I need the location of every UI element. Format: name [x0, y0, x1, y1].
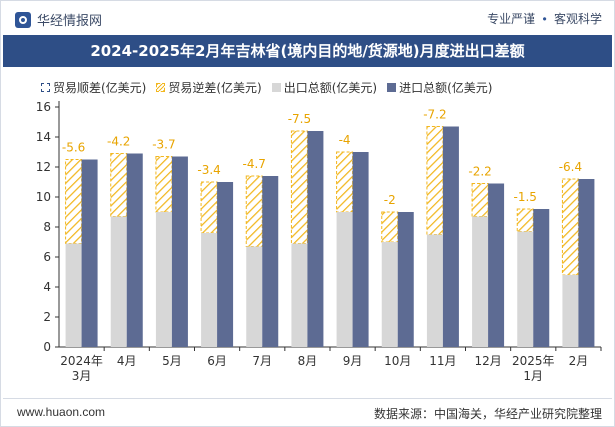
legend-label-deficit: 贸易逆差(亿美元) — [168, 81, 262, 95]
y-tick-label: 6 — [43, 250, 51, 264]
tag-objective: 客观科学 — [553, 12, 602, 26]
legend-swatch-surplus — [41, 83, 50, 92]
y-tick-label: 0 — [43, 340, 51, 354]
deficit-data-label: -7.2 — [423, 108, 446, 122]
import-bar — [488, 183, 505, 347]
deficit-bar — [381, 211, 399, 243]
deficit-bar — [155, 156, 173, 213]
chart-legend: 贸易顺差(亿美元) 贸易逆差(亿美元) 出口总额(亿美元) 进口总额(亿美元) — [41, 79, 493, 96]
legend-item-import: 进口总额(亿美元) — [387, 79, 493, 96]
chart-title: 2024-2025年2月年吉林省(境内目的地/货源地)月度进出口差额 — [3, 35, 612, 67]
x-tick-label: 5月 — [162, 354, 182, 368]
legend-item-surplus: 贸易顺差(亿美元) — [41, 79, 146, 96]
import-bar — [126, 153, 143, 347]
tag-professional: 专业严谨 — [487, 12, 536, 26]
deficit-data-label: -7.5 — [288, 112, 311, 126]
export-bar — [110, 216, 127, 347]
export-bar — [201, 233, 218, 347]
x-tick-label: 9月 — [343, 354, 363, 368]
import-bar — [533, 209, 550, 347]
top-bar: 华经情报网 专业严谨 • 客观科学 — [1, 1, 614, 35]
export-bar — [336, 212, 353, 347]
import-bar — [442, 126, 459, 347]
x-tick-label: 12月 — [474, 354, 501, 368]
x-tick-label: 8月 — [298, 354, 318, 368]
brand-logo-icon — [15, 11, 31, 28]
deficit-data-label: -3.4 — [197, 163, 220, 177]
deficit-data-label: -3.7 — [152, 138, 175, 152]
legend-swatch-deficit — [156, 83, 166, 92]
deficit-bar — [426, 126, 444, 235]
legend-item-deficit: 贸易逆差(亿美元) — [156, 79, 262, 96]
export-bar — [517, 231, 534, 347]
deficit-data-label: -6.4 — [559, 160, 582, 174]
deficit-data-label: -4 — [339, 133, 351, 147]
export-bar — [155, 212, 172, 347]
x-tick-label: 2024年 3月 — [60, 354, 103, 383]
export-bar — [426, 234, 443, 347]
brand: 华经情报网 — [15, 10, 102, 29]
export-bar — [381, 242, 398, 347]
legend-label-export: 出口总额(亿美元) — [283, 81, 378, 95]
deficit-bar — [245, 175, 263, 247]
import-bar — [397, 212, 414, 347]
deficit-bar — [471, 183, 489, 217]
export-bar — [65, 243, 82, 347]
x-tick-label: 2025年 1月 — [512, 354, 555, 383]
footer-data-source: 数据来源：中国海关，华经产业研究院整理 — [373, 407, 602, 421]
footer-site-link[interactable]: www.huaon.com — [17, 405, 106, 419]
import-bar — [171, 156, 188, 347]
legend-label-import: 进口总额(亿美元) — [399, 81, 493, 95]
x-tick-label: 11月 — [429, 354, 456, 368]
export-bar — [472, 216, 489, 347]
deficit-data-label: -2 — [384, 193, 396, 207]
tag-separator-dot: • — [542, 12, 547, 26]
deficit-bar — [336, 151, 354, 213]
import-bar — [81, 159, 98, 347]
y-tick-label: 10 — [36, 190, 51, 204]
deficit-bar — [200, 181, 218, 234]
deficit-data-label: -1.5 — [514, 190, 537, 204]
bar-chart: 0 2 4 6 8 10 12 14 16 -5.6 2024年 3月 -4.2 4月 -3.7 5月 -3.4… — [36, 100, 602, 383]
y-tick-label: 12 — [36, 160, 51, 174]
deficit-bar — [110, 153, 128, 217]
deficit-bar — [561, 178, 579, 276]
import-bar — [578, 179, 595, 347]
export-bar — [562, 275, 579, 347]
x-tick-label: 6月 — [207, 354, 227, 368]
x-tick-label: 4月 — [117, 354, 137, 368]
import-bar — [217, 182, 234, 347]
y-tick-label: 4 — [43, 280, 51, 294]
import-bar — [352, 152, 369, 347]
import-bar — [307, 131, 324, 347]
legend-item-export: 出口总额(亿美元) — [271, 79, 378, 96]
y-tick-label: 2 — [43, 310, 51, 324]
y-tick-label: 16 — [36, 100, 51, 114]
x-tick-label: 7月 — [252, 354, 272, 368]
import-bar — [262, 176, 279, 347]
deficit-data-label: -4.7 — [243, 157, 266, 171]
x-tick-label: 2月 — [569, 354, 589, 368]
export-bar — [291, 243, 308, 347]
y-tick-label: 14 — [36, 130, 51, 144]
deficit-bar — [290, 130, 308, 244]
legend-swatch-export — [271, 83, 281, 92]
footer: www.huaon.com 数据来源：中国海关，华经产业研究院整理 — [3, 398, 612, 425]
x-tick-label: 10月 — [384, 354, 411, 368]
legend-swatch-import — [387, 83, 397, 92]
deficit-bar — [65, 159, 83, 244]
y-tick-label: 8 — [43, 220, 51, 234]
legend-label-surplus: 贸易顺差(亿美元) — [53, 81, 147, 95]
export-bar — [246, 246, 263, 347]
deficit-data-label: -5.6 — [62, 141, 85, 155]
deficit-data-label: -4.2 — [107, 135, 130, 149]
deficit-bar — [516, 208, 534, 232]
header-tags: 专业严谨 • 客观科学 — [487, 10, 602, 27]
brand-name: 华经情报网 — [37, 13, 103, 28]
deficit-data-label: -2.2 — [468, 165, 491, 179]
